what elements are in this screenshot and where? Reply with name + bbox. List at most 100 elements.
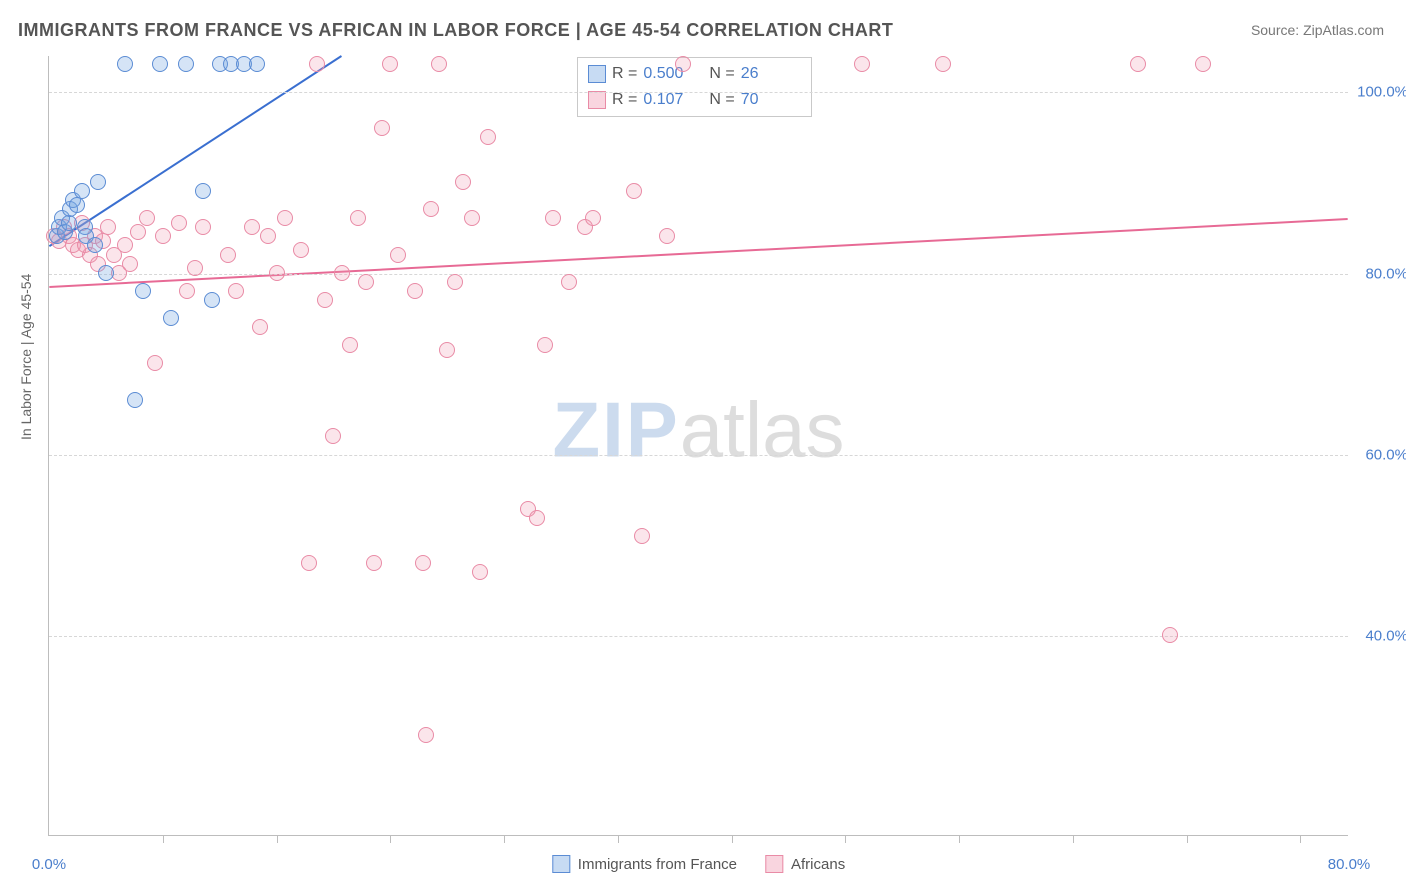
correlation-legend: R = 0.500 N = 26 R = 0.107 N = 70 (577, 57, 812, 117)
data-point-africans (529, 510, 545, 526)
data-point-africans (472, 564, 488, 580)
legend-row-africans: R = 0.107 N = 70 (588, 87, 801, 113)
data-point-france (195, 183, 211, 199)
r-label: R = (612, 87, 637, 113)
data-point-africans (659, 228, 675, 244)
data-point-france (178, 56, 194, 72)
data-point-africans (374, 120, 390, 136)
series-legend: Immigrants from France Africans (552, 855, 845, 873)
data-point-africans (626, 183, 642, 199)
x-tick (163, 835, 164, 843)
data-point-france (135, 283, 151, 299)
data-point-africans (228, 283, 244, 299)
data-point-africans (147, 355, 163, 371)
data-point-france (163, 310, 179, 326)
gridline (49, 455, 1348, 456)
data-point-africans (155, 228, 171, 244)
chart-title: IMMIGRANTS FROM FRANCE VS AFRICAN IN LAB… (18, 20, 893, 41)
data-point-africans (418, 727, 434, 743)
x-tick (618, 835, 619, 843)
trend-lines-layer (49, 56, 1348, 835)
data-point-africans (358, 274, 374, 290)
data-point-africans (195, 219, 211, 235)
y-axis-label: In Labor Force | Age 45-54 (18, 274, 34, 440)
data-point-africans (415, 555, 431, 571)
x-tick (845, 835, 846, 843)
x-tick (1300, 835, 1301, 843)
data-point-africans (187, 260, 203, 276)
data-point-africans (334, 265, 350, 281)
data-point-africans (139, 210, 155, 226)
data-point-africans (100, 219, 116, 235)
x-tick (390, 835, 391, 843)
swatch-pink-icon (588, 91, 606, 109)
data-point-france (249, 56, 265, 72)
data-point-france (152, 56, 168, 72)
data-point-africans (561, 274, 577, 290)
data-point-africans (455, 174, 471, 190)
data-point-africans (390, 247, 406, 263)
x-tick (504, 835, 505, 843)
trend-line-france (49, 56, 341, 246)
data-point-africans (431, 56, 447, 72)
data-point-africans (382, 56, 398, 72)
r-label: R = (612, 61, 637, 87)
data-point-france (90, 174, 106, 190)
swatch-pink-icon (765, 855, 783, 873)
swatch-blue-icon (552, 855, 570, 873)
legend-item-africans: Africans (765, 855, 845, 873)
data-point-africans (179, 283, 195, 299)
r-value-africans: 0.107 (643, 87, 703, 113)
data-point-africans (269, 265, 285, 281)
data-point-africans (1195, 56, 1211, 72)
n-value-africans: 70 (741, 87, 801, 113)
legend-row-france: R = 0.500 N = 26 (588, 61, 801, 87)
swatch-blue-icon (588, 65, 606, 83)
scatter-plot-area: ZIPatlas R = 0.500 N = 26 R = 0.107 N = … (48, 56, 1348, 836)
data-point-africans (301, 555, 317, 571)
data-point-africans (545, 210, 561, 226)
data-point-africans (220, 247, 236, 263)
n-label: N = (709, 61, 734, 87)
x-tick (1187, 835, 1188, 843)
legend-item-france: Immigrants from France (552, 855, 737, 873)
data-point-africans (342, 337, 358, 353)
data-point-africans (117, 237, 133, 253)
gridline (49, 274, 1348, 275)
data-point-africans (171, 215, 187, 231)
legend-label-france: Immigrants from France (578, 856, 737, 873)
x-tick-label: 80.0% (1328, 856, 1371, 873)
data-point-africans (244, 219, 260, 235)
x-tick (732, 835, 733, 843)
data-point-africans (634, 528, 650, 544)
data-point-africans (317, 292, 333, 308)
data-point-africans (1130, 56, 1146, 72)
y-tick-label: 60.0% (1365, 447, 1406, 464)
data-point-africans (935, 56, 951, 72)
data-point-africans (439, 342, 455, 358)
gridline (49, 636, 1348, 637)
data-point-africans (447, 274, 463, 290)
data-point-france (127, 392, 143, 408)
x-tick (277, 835, 278, 843)
x-tick-label: 0.0% (32, 856, 66, 873)
source-attribution: Source: ZipAtlas.com (1251, 22, 1384, 38)
data-point-africans (366, 555, 382, 571)
x-tick (959, 835, 960, 843)
gridline (49, 92, 1348, 93)
data-point-france (98, 265, 114, 281)
y-tick-label: 40.0% (1365, 628, 1406, 645)
data-point-africans (252, 319, 268, 335)
data-point-africans (1162, 627, 1178, 643)
data-point-africans (309, 56, 325, 72)
y-tick-label: 100.0% (1357, 84, 1406, 101)
data-point-africans (130, 224, 146, 240)
data-point-africans (277, 210, 293, 226)
data-point-france (69, 197, 85, 213)
data-point-france (74, 183, 90, 199)
data-point-france (61, 215, 77, 231)
x-tick (1073, 835, 1074, 843)
data-point-france (87, 237, 103, 253)
data-point-france (117, 56, 133, 72)
data-point-africans (423, 201, 439, 217)
